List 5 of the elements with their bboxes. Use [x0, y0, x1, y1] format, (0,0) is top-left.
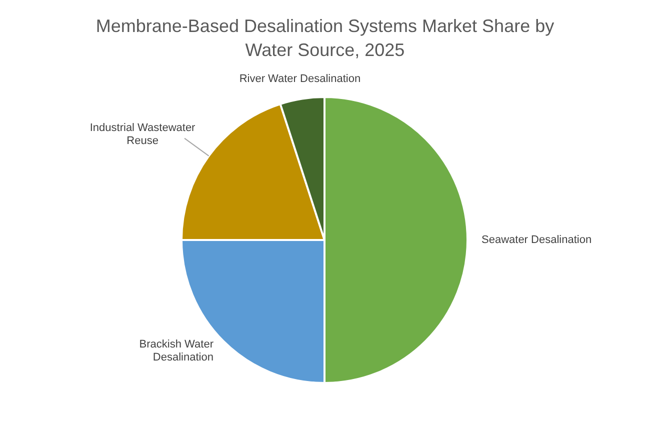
slice-label: River Water Desalination: [239, 72, 361, 85]
slice-label: Seawater Desalination: [482, 234, 592, 246]
slice-label: Brackish Water Desalination: [139, 338, 214, 364]
slice-label: Industrial Wastewater Reuse: [90, 122, 196, 147]
chart-title: Membrane-Based Desalination Systems Market Share by Water Source, 2025: [94, 15, 556, 62]
